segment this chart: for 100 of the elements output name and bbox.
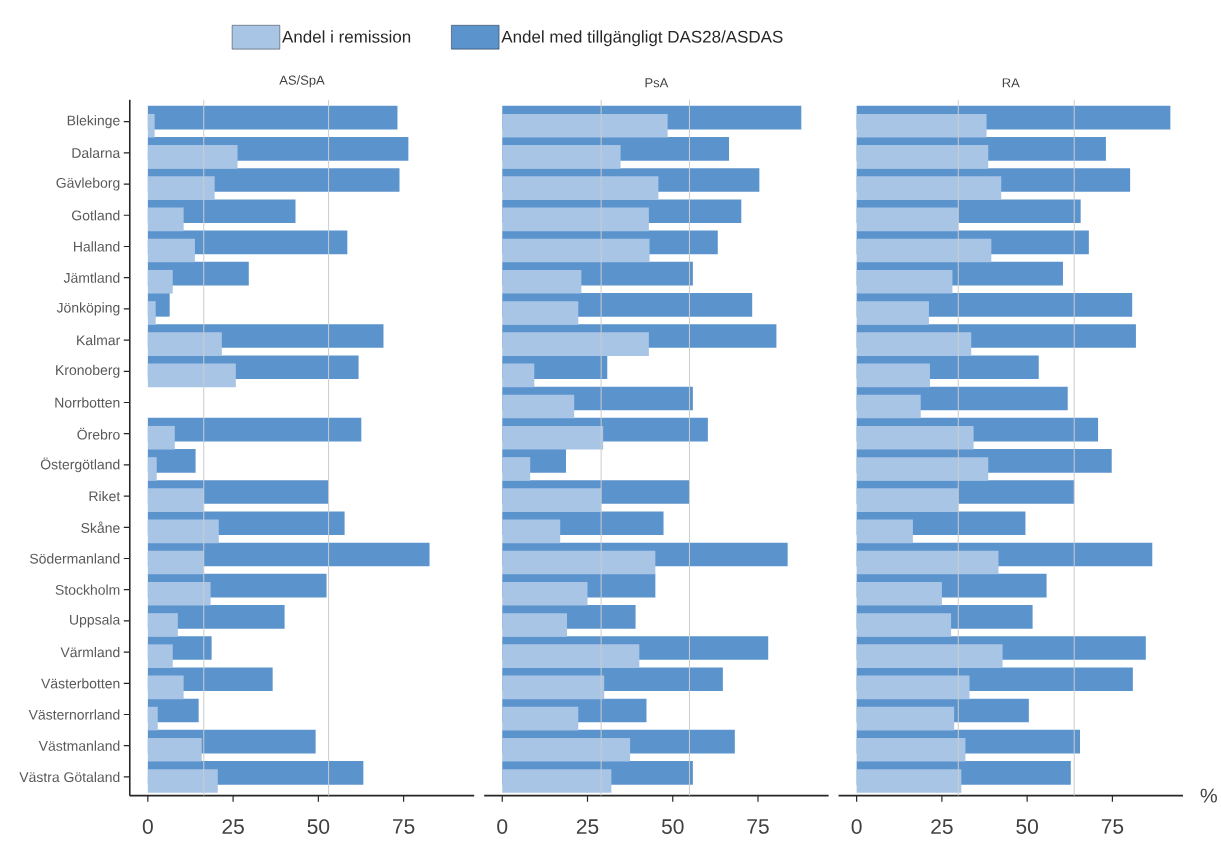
bar (856, 426, 974, 450)
legend-label: Andel i remission (282, 30, 411, 43)
bar (147, 613, 178, 637)
bar (502, 519, 561, 544)
bar (147, 114, 155, 138)
chart-title: AS/SpA (279, 75, 325, 88)
bar (856, 550, 999, 575)
bar (147, 738, 202, 762)
bar (502, 301, 579, 325)
legend-label: Andel med tillgängligt DAS28/ASDAS (501, 30, 783, 47)
bar (502, 394, 575, 419)
y-tick-label: Värmland (60, 647, 120, 658)
bar (856, 457, 989, 481)
bar (856, 332, 972, 357)
bar (502, 145, 621, 169)
bar (502, 426, 604, 450)
x-tick-label: 50 (661, 819, 684, 835)
y-tick-label: Kalmar (77, 335, 121, 346)
y-tick-label: Gävleborg (56, 177, 120, 191)
y-tick-label: Västerbotten (41, 678, 120, 689)
bar (502, 238, 650, 263)
bar (502, 270, 582, 294)
bar (147, 176, 215, 201)
bar (147, 332, 222, 357)
bar (147, 457, 157, 481)
y-tick-label: Jönköping (56, 302, 120, 316)
bar (147, 488, 204, 513)
bar (147, 769, 218, 793)
bar (147, 301, 156, 325)
bar (502, 457, 531, 481)
y-tick-label: Jämtland (63, 272, 120, 284)
bar (856, 270, 953, 294)
y-tick-label: Norrbotten (55, 397, 120, 408)
bar (147, 550, 204, 575)
bar (856, 238, 992, 263)
bar (856, 644, 1003, 669)
x-tick-label: 50 (1016, 819, 1038, 835)
y-tick-label: Södermanland (30, 553, 120, 564)
y-tick-label: Örebro (77, 428, 120, 440)
x-tick-label: 25 (576, 819, 599, 835)
bar (502, 488, 602, 513)
bar (502, 207, 649, 232)
bar (856, 738, 966, 762)
y-tick-label: Skåne (81, 521, 120, 534)
bar (502, 675, 605, 700)
bar (856, 613, 952, 637)
bar (856, 176, 1002, 201)
bar (502, 363, 535, 388)
chart-title: RA (1002, 78, 1020, 88)
y-tick-label: Dalarna (72, 147, 121, 159)
bar (147, 145, 238, 169)
bar (147, 207, 184, 232)
bar (856, 675, 970, 700)
x-axis-title: % (1200, 788, 1217, 803)
y-tick-label: Blekinge (67, 115, 120, 129)
bar (147, 582, 211, 606)
y-tick-label: Stockholm (55, 584, 120, 596)
bar (856, 114, 987, 138)
bar (147, 270, 173, 294)
x-tick-label: 0 (497, 819, 508, 835)
bar (147, 106, 398, 130)
bar (147, 675, 184, 700)
bar (147, 363, 236, 388)
y-tick-label: Gotland (72, 210, 120, 221)
x-tick-label: 0 (851, 819, 862, 835)
y-tick-label: Uppsala (70, 614, 121, 628)
x-tick-label: 75 (747, 819, 769, 834)
bar (502, 114, 668, 138)
y-tick-label: Västmanland (38, 740, 120, 752)
bar (856, 706, 955, 731)
bar (856, 363, 930, 388)
x-tick-label: 25 (222, 819, 244, 835)
bar (856, 145, 989, 169)
bar (856, 301, 929, 325)
bar (502, 332, 649, 357)
x-tick-label: 75 (393, 819, 415, 834)
bar (502, 706, 579, 731)
x-tick-label: 25 (931, 819, 953, 835)
bar (856, 207, 959, 232)
bar (502, 550, 656, 575)
bar (147, 644, 173, 669)
bar (856, 582, 942, 606)
bar (502, 644, 640, 669)
bar (147, 706, 158, 731)
bar (502, 582, 588, 606)
bar (147, 519, 219, 544)
bar (502, 176, 659, 201)
y-tick-label: Kronoberg (56, 364, 120, 379)
bar (147, 238, 195, 263)
x-tick-label: 50 (307, 819, 330, 835)
bar (502, 613, 568, 637)
chart-title: PsA (645, 78, 669, 88)
bar (502, 738, 631, 762)
y-tick-label: Västernorrland (28, 709, 120, 720)
y-tick-label: Riket (89, 491, 121, 502)
x-tick-label: 0 (142, 819, 153, 835)
bar (856, 394, 921, 419)
y-tick-label: Västra Götaland (19, 772, 120, 783)
bar (147, 426, 175, 450)
x-tick-label: 75 (1101, 819, 1124, 834)
